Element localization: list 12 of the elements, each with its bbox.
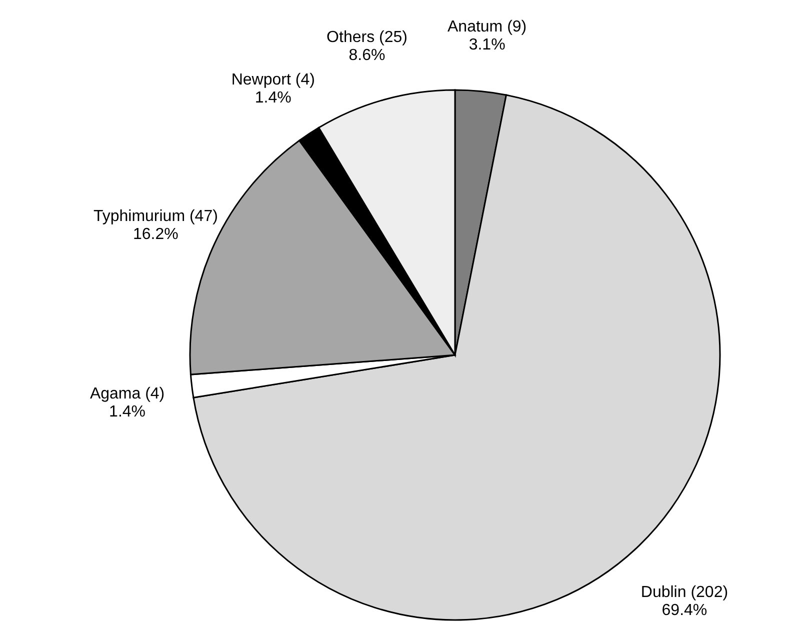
data-label: 16.2% [133,226,178,244]
slice-label: Others (25) [326,28,408,46]
data-label: 8.6% [348,46,386,64]
slice-label: Dublin (202) [640,584,728,602]
slice-label: Anatum (9) [447,18,527,36]
data-label: 1.4% [109,404,146,421]
data-label: 3.1% [468,36,506,54]
slice-label: Newport (4) [231,72,315,89]
data-label: 1.4% [254,90,292,107]
data-label: 69.4% [662,602,708,620]
slice-label: Agama (4) [90,386,165,403]
slice-label: Typhimurium (47) [93,208,218,226]
